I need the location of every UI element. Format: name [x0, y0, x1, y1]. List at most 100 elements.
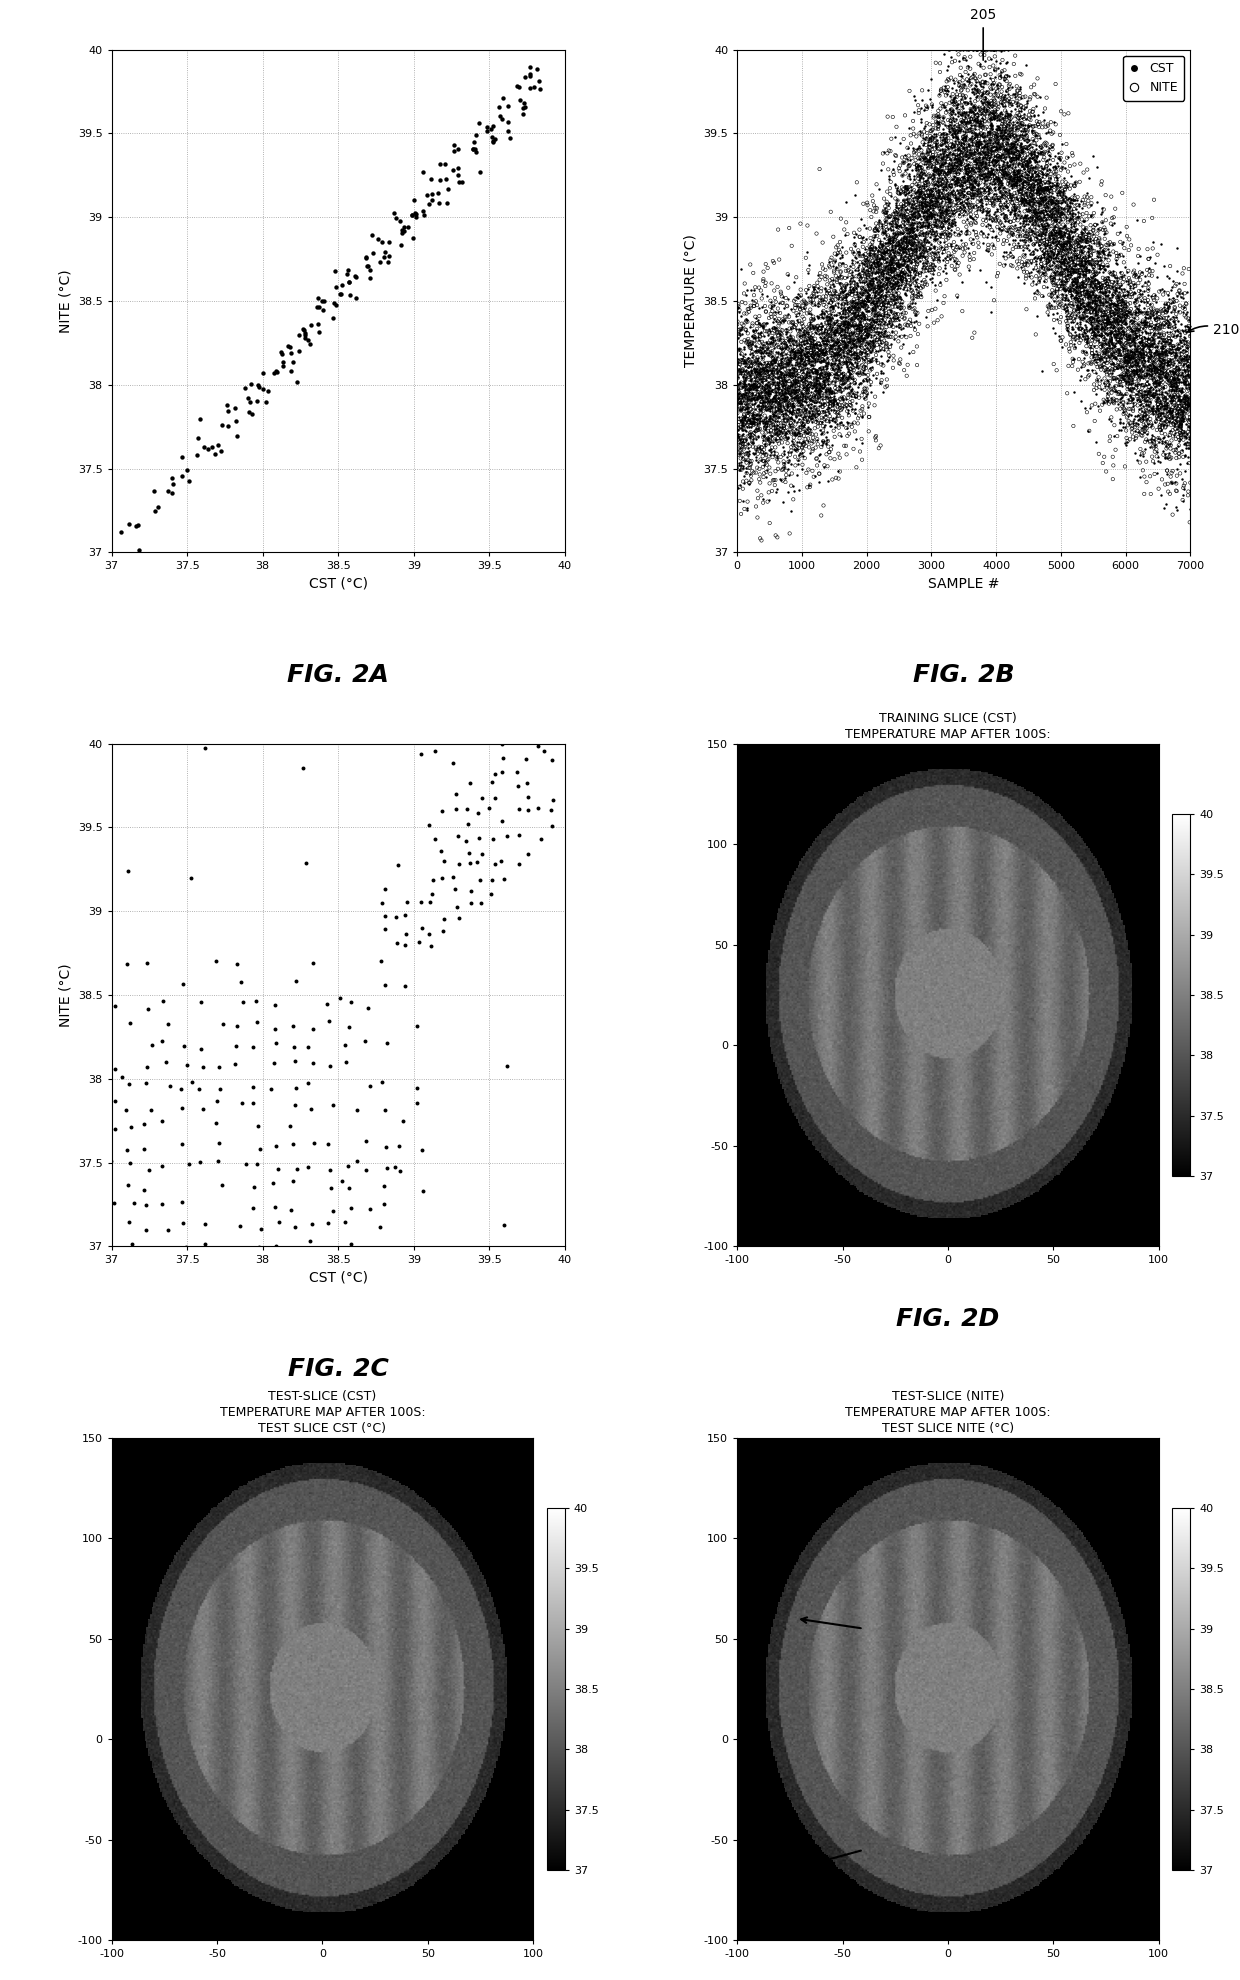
CST: [982, 180, 1002, 212]
NITE: [961, 129, 981, 160]
CST: [836, 281, 856, 313]
CST: [887, 196, 906, 228]
CST: [773, 333, 792, 364]
CST: [789, 416, 808, 447]
CST: [1141, 341, 1161, 372]
NITE: [1148, 313, 1168, 345]
NITE: [946, 166, 966, 198]
CST: [777, 453, 797, 485]
NITE: [835, 307, 854, 339]
NITE: [875, 331, 895, 362]
CST: [999, 178, 1019, 210]
CST: [951, 186, 971, 218]
NITE: [773, 382, 792, 414]
CST: [779, 390, 799, 422]
CST: [880, 303, 900, 335]
CST: [759, 416, 779, 447]
CST: [1159, 394, 1179, 426]
CST: [799, 412, 818, 444]
CST: [1140, 352, 1159, 384]
NITE: [744, 364, 764, 396]
CST: [1094, 354, 1114, 386]
NITE: [833, 374, 853, 406]
CST: [811, 307, 831, 339]
NITE: [810, 335, 830, 366]
NITE: [1070, 277, 1090, 309]
CST: [794, 416, 813, 447]
NITE: [1021, 204, 1040, 236]
CST: [960, 113, 980, 145]
CST: [1135, 434, 1154, 465]
CST: [797, 343, 817, 374]
CST: [868, 317, 888, 348]
CST: [770, 416, 790, 447]
CST: [976, 234, 996, 265]
NITE: [915, 156, 935, 188]
CST: [790, 337, 810, 368]
CST: [743, 370, 763, 402]
NITE: [794, 414, 813, 446]
CST: [1115, 319, 1135, 350]
NITE: [867, 220, 887, 251]
CST: [820, 410, 839, 442]
CST: [962, 123, 982, 154]
NITE: [1076, 281, 1096, 313]
CST: [797, 406, 817, 438]
CST: [908, 150, 928, 182]
NITE: [966, 105, 986, 137]
CST: [847, 279, 867, 311]
CST: [1092, 257, 1112, 289]
NITE: [761, 341, 781, 372]
CST: [1059, 222, 1079, 253]
NITE: [1080, 307, 1100, 339]
CST: [1004, 81, 1024, 113]
CST: [771, 358, 791, 390]
NITE: [847, 299, 867, 331]
NITE: [1100, 325, 1120, 356]
NITE: [1037, 188, 1056, 220]
CST: [874, 297, 894, 329]
CST: [842, 346, 862, 378]
CST: [792, 438, 812, 469]
CST: [833, 360, 853, 392]
CST: [951, 107, 971, 139]
CST: [885, 283, 905, 315]
CST: [930, 226, 950, 257]
NITE: [932, 160, 952, 192]
CST: [774, 432, 794, 463]
CST: [1042, 202, 1061, 234]
CST: [1056, 251, 1076, 283]
CST: [950, 135, 970, 166]
NITE: [985, 160, 1004, 192]
NITE: [765, 424, 785, 455]
CST: [972, 172, 992, 204]
CST: [932, 148, 952, 180]
NITE: [832, 261, 852, 293]
NITE: [932, 210, 952, 242]
NITE: [975, 176, 994, 208]
NITE: [797, 311, 817, 343]
CST: [1032, 194, 1052, 226]
CST: [1132, 269, 1152, 301]
NITE: [1136, 269, 1156, 301]
CST: [961, 123, 981, 154]
NITE: [1106, 309, 1126, 341]
NITE: [1037, 147, 1056, 178]
NITE: [1084, 269, 1104, 301]
NITE: [1045, 186, 1065, 218]
NITE: [733, 426, 753, 457]
CST: [940, 156, 960, 188]
CST: [1158, 261, 1178, 293]
CST: [816, 275, 836, 307]
CST: [1173, 335, 1193, 366]
CST: [856, 263, 875, 295]
CST: [906, 234, 926, 265]
NITE: [928, 305, 947, 337]
NITE: [1084, 305, 1104, 337]
NITE: [1053, 238, 1073, 269]
CST: [730, 315, 750, 346]
NITE: [1069, 242, 1089, 273]
CST: [929, 105, 949, 137]
NITE: [800, 269, 820, 301]
CST: [813, 412, 833, 444]
